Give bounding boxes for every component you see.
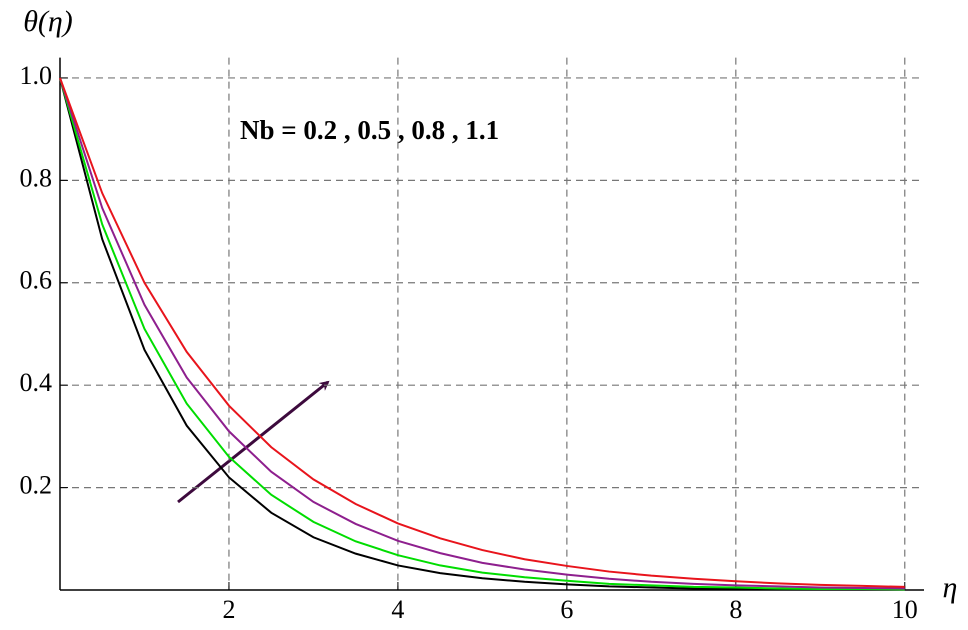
y-axis-label: θ(η): [23, 5, 73, 38]
y-tick-label: 1.0: [20, 61, 53, 90]
line-series: [59, 77, 905, 591]
y-tick-label: 0.8: [20, 163, 53, 192]
y-tick-label: 0.2: [20, 471, 53, 500]
y-tick-label: 0.4: [20, 368, 53, 397]
x-tick-label: 8: [729, 595, 742, 624]
y-tick-label: 0.6: [20, 266, 53, 295]
x-tick-label: 10: [892, 595, 918, 624]
x-tick-label: 4: [391, 595, 404, 624]
arrow: [177, 380, 330, 504]
annotation: Nb = 0.2 , 0.5 , 0.8 , 1.1: [240, 115, 499, 145]
line-series: [59, 77, 905, 588]
line-series: [59, 77, 905, 591]
x-tick-label: 6: [560, 595, 573, 624]
x-tick-label: 2: [222, 595, 235, 624]
x-axis-label: η: [943, 571, 958, 604]
line-series: [59, 77, 905, 590]
